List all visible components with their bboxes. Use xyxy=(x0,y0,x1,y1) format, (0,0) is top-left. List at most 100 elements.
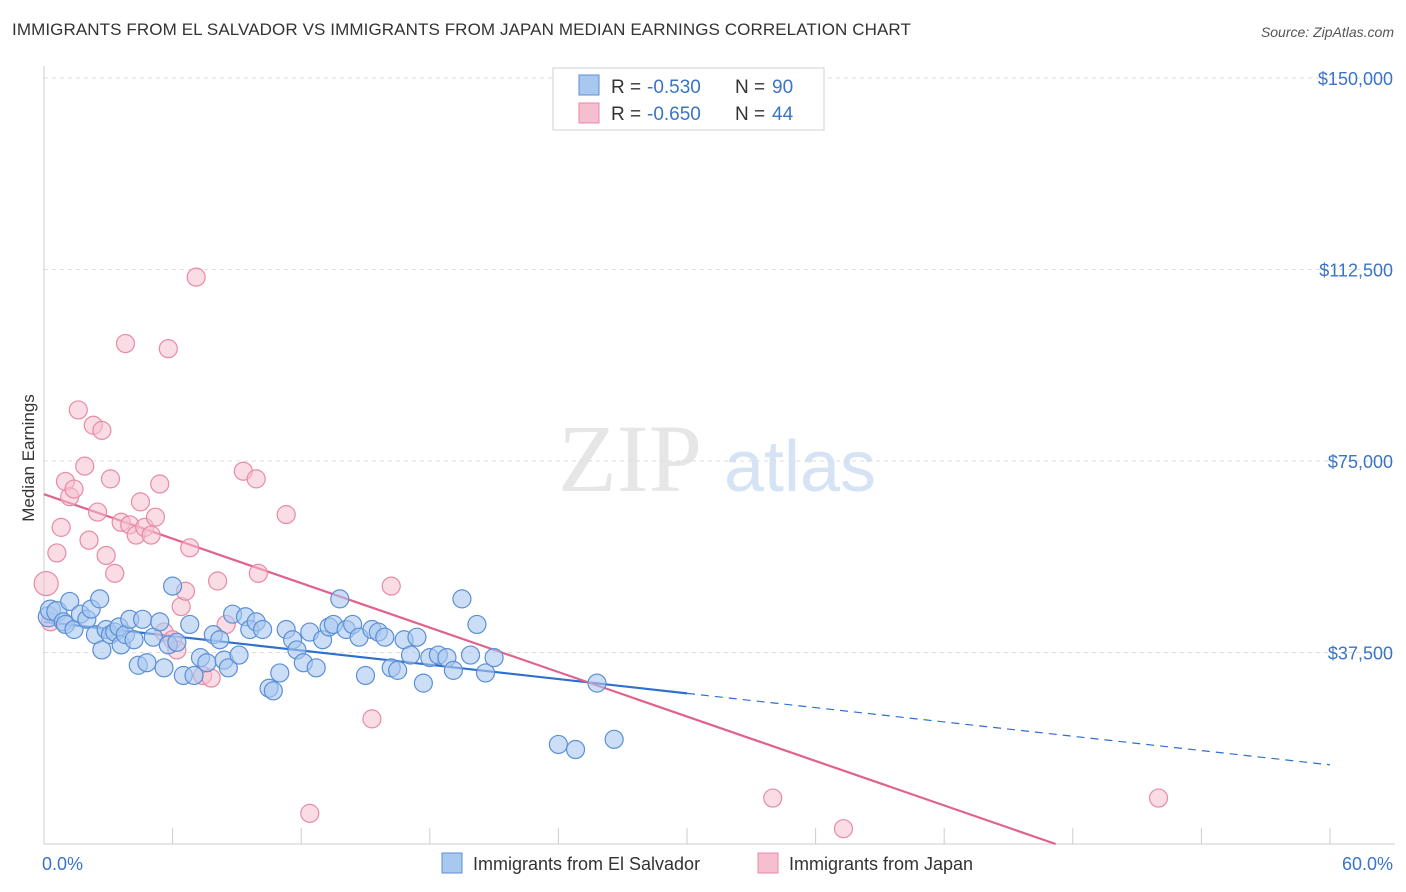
el-salvador-point xyxy=(375,627,395,647)
el-salvador-point xyxy=(210,630,230,650)
el-salvador-point xyxy=(197,653,217,673)
japan-point xyxy=(141,525,161,545)
bottom-legend-swatch-blue xyxy=(441,852,463,874)
japan-points xyxy=(33,267,1169,839)
el-salvador-point xyxy=(484,648,504,668)
japan-point xyxy=(158,339,178,359)
legend-swatch-pink xyxy=(578,102,600,124)
y-tick-label-3: $150,000 xyxy=(1318,69,1393,89)
el-salvador-point xyxy=(467,614,487,635)
el-salvador-point xyxy=(218,658,238,678)
legend-r-label-2: R = xyxy=(611,104,646,125)
gridlines xyxy=(44,77,1395,653)
japan-point xyxy=(1148,788,1169,808)
japan-point xyxy=(208,571,228,591)
japan-point xyxy=(100,469,121,489)
bottom-legend-swatch-pink xyxy=(757,852,779,874)
el-salvador-point xyxy=(124,630,144,650)
japan-point xyxy=(248,563,268,583)
bottom-legend: Immigrants from El Salvador Immigrants f… xyxy=(441,852,973,874)
japan-trend-line xyxy=(43,493,1057,846)
japan-point xyxy=(276,505,296,525)
el-salvador-trend-extension xyxy=(686,692,1331,766)
el-salvador-point xyxy=(407,627,427,647)
el-salvador-point xyxy=(167,632,187,652)
el-salvador-point xyxy=(388,660,408,680)
legend: R = -0.530 N = 90 R = -0.650 N = 44 xyxy=(552,67,825,131)
legend-swatch-blue xyxy=(578,74,600,96)
japan-point xyxy=(92,420,112,440)
el-salvador-point xyxy=(253,619,273,640)
japan-point xyxy=(75,456,95,476)
legend-r-value-1: -0.530 xyxy=(647,77,701,98)
el-salvador-point xyxy=(460,645,481,665)
el-salvador-point xyxy=(548,734,569,755)
el-salvador-point xyxy=(475,663,496,683)
el-salvador-point xyxy=(443,660,463,680)
japan-point xyxy=(362,709,382,729)
y-tick-label-2: $112,500 xyxy=(1319,261,1393,281)
legend-r-label-1: R = xyxy=(611,77,646,98)
el-salvador-point xyxy=(163,576,183,596)
y-axis-label: Median Earnings xyxy=(19,394,38,522)
japan-point xyxy=(150,474,170,494)
chart-title: IMMIGRANTS FROM EL SALVADOR VS IMMIGRANT… xyxy=(12,20,911,39)
japan-point xyxy=(145,507,166,527)
legend-n-value-1: 90 xyxy=(772,77,793,98)
japan-point xyxy=(381,576,401,596)
el-salvador-point xyxy=(306,658,326,678)
japan-point xyxy=(130,492,151,512)
axes xyxy=(43,66,1395,845)
japan-point xyxy=(115,333,136,354)
el-salvador-point xyxy=(132,609,153,629)
legend-n-value-2: 44 xyxy=(772,104,794,125)
bottom-legend-label-salvador: Immigrants from El Salvador xyxy=(473,854,700,874)
el-salvador-point xyxy=(60,591,80,612)
el-salvador-point xyxy=(229,645,249,665)
el-salvador-point xyxy=(150,612,170,632)
legend-r-value-2: -0.650 xyxy=(647,104,701,125)
legend-n-label-1: N = xyxy=(735,77,770,98)
y-tick-label-0: $37,500 xyxy=(1328,644,1393,664)
japan-point xyxy=(87,502,108,522)
x-tick-label-min: 0.0% xyxy=(42,854,83,874)
el-salvador-point xyxy=(154,658,174,678)
y-tick-labels: $37,500 $75,000 $112,500 $150,000 xyxy=(1318,69,1393,664)
watermark-atlas: atlas xyxy=(724,427,876,507)
japan-point xyxy=(833,819,854,839)
el-salvador-point xyxy=(413,673,433,693)
japan-point xyxy=(79,530,99,550)
japan-point xyxy=(300,803,320,823)
el-salvador-point xyxy=(565,739,586,760)
legend-n-label-2: N = xyxy=(735,104,770,125)
japan-point xyxy=(68,400,88,420)
source-label: Source: ZipAtlas.com xyxy=(1260,24,1394,40)
el-salvador-point xyxy=(330,589,350,609)
el-salvador-point xyxy=(90,589,110,609)
y-tick-label-1: $75,000 xyxy=(1328,452,1393,472)
japan-point xyxy=(105,563,125,583)
el-salvador-point xyxy=(180,614,200,635)
el-salvador-point xyxy=(270,663,290,683)
japan-point xyxy=(763,788,783,808)
watermark-zip: ZIP xyxy=(558,405,702,512)
japan-point xyxy=(180,538,200,558)
bottom-legend-label-japan: Immigrants from Japan xyxy=(789,854,973,874)
japan-point xyxy=(47,543,67,563)
el-salvador-point xyxy=(355,665,376,686)
el-salvador-point xyxy=(137,653,157,673)
el-salvador-point xyxy=(184,665,204,686)
el-salvador-point xyxy=(263,681,283,701)
japan-point xyxy=(51,517,71,537)
el-salvador-point xyxy=(92,640,112,660)
el-salvador-point xyxy=(587,673,607,693)
japan-point xyxy=(246,469,266,489)
japan-point xyxy=(96,545,116,566)
el-salvador-point xyxy=(452,589,472,609)
x-tick-label-max: 60.0% xyxy=(1342,854,1393,874)
japan-point xyxy=(33,570,59,597)
el-salvador-point xyxy=(604,729,624,749)
el-salvador-points xyxy=(37,576,624,760)
japan-point xyxy=(64,479,84,499)
